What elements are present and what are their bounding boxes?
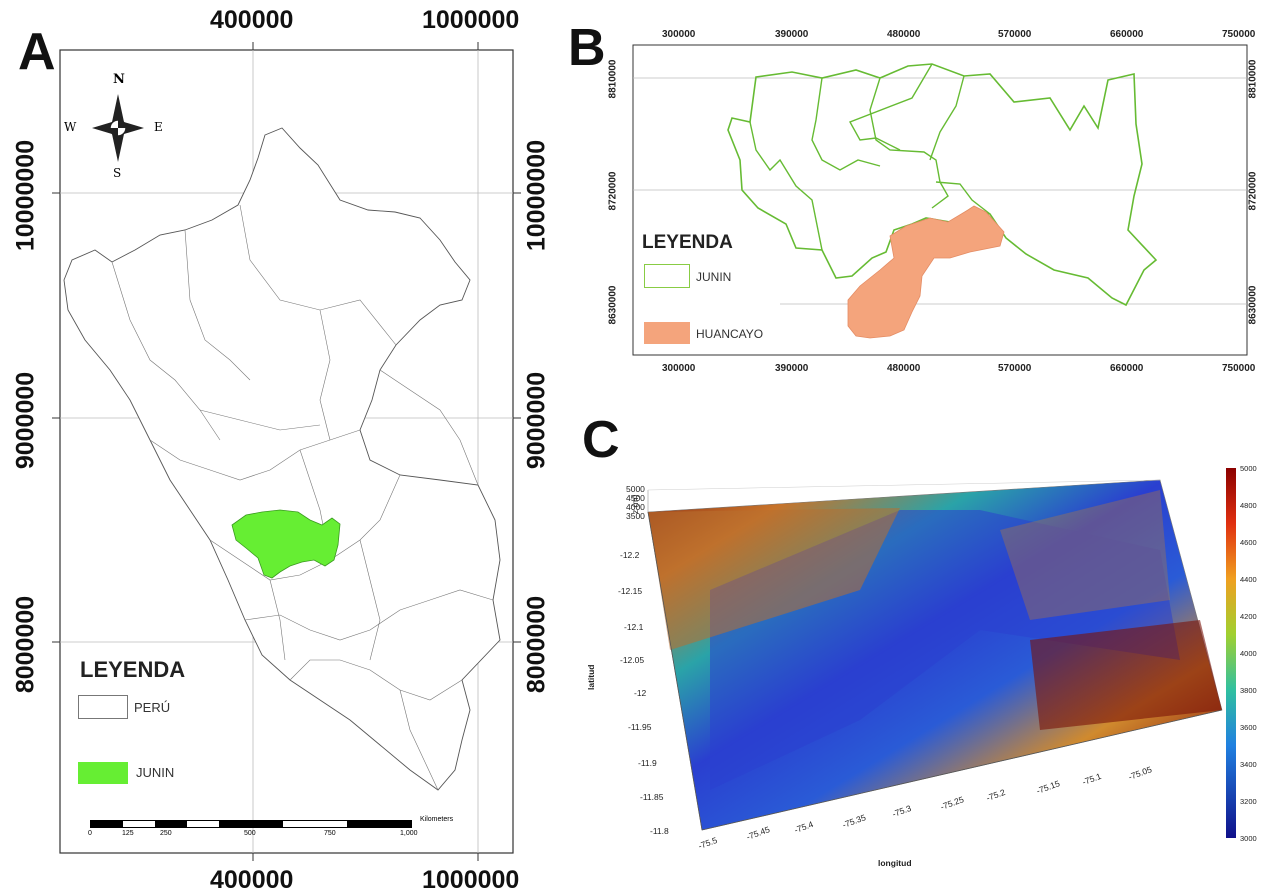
panel-b-bottom-tick-4: 570000 [998, 363, 1032, 374]
lat-tick-8: -11.85 [640, 792, 664, 802]
junin-map [632, 44, 1248, 356]
junin-outline [727, 63, 1158, 307]
panel-b-legend-title: LEYENDA [642, 232, 733, 253]
cbar-tick-4800: 4800 [1240, 501, 1257, 510]
panel-b-top-tick-3: 480000 [887, 29, 921, 40]
panel-a-legend-swatch-peru [78, 695, 128, 719]
cbar-tick-5000: 5000 [1240, 464, 1257, 473]
panel-b-legend-swatch-huancayo [644, 322, 690, 344]
scale-label-750: 750 [324, 830, 336, 837]
huancayo-region [847, 205, 1005, 339]
panel-c: C [560, 400, 1271, 895]
compass-s: S [113, 166, 122, 180]
panel-b-bottom-tick-6: 750000 [1222, 363, 1256, 374]
panel-a-bottom-tick-2: 1000000 [422, 866, 520, 894]
compass-n: N [113, 72, 125, 87]
lat-tick-9: -11.8 [650, 826, 669, 836]
panel-b-bottom-tick-2: 390000 [775, 363, 809, 374]
lat-tick-2: -12.15 [618, 586, 643, 596]
compass-e: E [154, 120, 163, 134]
lat-tick-1: -12.2 [620, 550, 640, 560]
cbar-tick-4200: 4200 [1240, 612, 1257, 621]
cbar-tick-4000: 4000 [1240, 649, 1257, 658]
cbar-tick-4600: 4600 [1240, 538, 1257, 547]
junin-region [231, 509, 341, 579]
panel-b-legend-label-junin: JUNIN [696, 270, 732, 284]
panel-b-right-tick-2: 8720000 [1247, 171, 1259, 211]
panel-b-legend-label-huancayo: HUANCAYO [696, 327, 764, 341]
panel-a-legend-label-peru: PERÚ [134, 700, 171, 715]
lat-axis-label: latitud [586, 664, 596, 691]
z-tick-1: 5000 [626, 484, 645, 494]
panel-b-bottom-tick-5: 660000 [1110, 363, 1144, 374]
z-tick-2: 4500 [626, 493, 645, 503]
panel-a: A 400000 1000000 400000 1000000 10000000… [0, 0, 551, 895]
scale-label-500: 500 [244, 830, 256, 837]
cbar-tick-3600: 3600 [1240, 723, 1257, 732]
panel-a-bottom-tick-1: 400000 [210, 866, 294, 894]
panel-b-right-tick-3: 8630000 [1247, 285, 1259, 325]
scale-label-250: 250 [160, 830, 172, 837]
scale-label-125: 125 [122, 830, 134, 837]
panel-a-legend-swatch-junin [78, 762, 128, 784]
compass-rose: N S W E [64, 72, 163, 182]
panel-a-top-tick-1: 400000 [210, 6, 294, 34]
panel-b-legend-swatch-junin [644, 264, 690, 288]
lat-tick-6: -11.95 [628, 722, 652, 732]
peru-map [52, 42, 521, 861]
panel-b-right-tick-1: 8810000 [1247, 59, 1259, 99]
panel-c-letter: C [582, 411, 620, 469]
panel-a-letter: A [18, 23, 56, 81]
panel-b: B 300000 390000 480000 570000 660000 750… [560, 0, 1271, 390]
lat-tick-5: -12 [634, 688, 647, 698]
lat-tick-7: -11.9 [638, 758, 657, 768]
scale-bar [90, 820, 412, 828]
lat-tick-3: -12.1 [624, 622, 644, 632]
panel-a-legend-title: LEYENDA [80, 657, 186, 682]
peru-outline [63, 127, 501, 791]
panel-b-bottom-tick-1: 300000 [662, 363, 696, 374]
lat-tick-4: -12.05 [620, 655, 645, 665]
dem-3d-surface [647, 468, 1236, 838]
panel-b-top-tick-1: 300000 [662, 29, 696, 40]
cbar-tick-3000: 3000 [1240, 834, 1257, 843]
panel-a-top-tick-2: 1000000 [422, 6, 520, 34]
scale-label-0: 0 [88, 830, 92, 837]
panel-a-legend-label-junin: JUNIN [136, 765, 175, 780]
panel-b-top-tick-5: 660000 [1110, 29, 1144, 40]
panel-b-bottom-tick-3: 480000 [887, 363, 921, 374]
lon-axis-label: longitud [878, 858, 912, 868]
panel-b-top-tick-6: 750000 [1222, 29, 1256, 40]
panel-b-top-tick-2: 390000 [775, 29, 809, 40]
z-tick-4: 3500 [626, 511, 645, 521]
compass-w: W [64, 120, 77, 134]
scale-unit: Kilometers [420, 816, 454, 823]
compass-icon [92, 94, 144, 162]
scale-label-1000: 1,000 [400, 830, 418, 837]
panel-b-top-tick-4: 570000 [998, 29, 1032, 40]
panel-b-left-tick-2: 8720000 [607, 171, 619, 211]
panel-b-left-tick-3: 8630000 [607, 285, 619, 325]
cbar-tick-3200: 3200 [1240, 797, 1257, 806]
cbar-tick-3800: 3800 [1240, 686, 1257, 695]
panel-b-left-tick-1: 8810000 [607, 59, 619, 99]
cbar-tick-3400: 3400 [1240, 760, 1257, 769]
panel-b-letter: B [568, 19, 606, 77]
z-tick-3: 4000 [626, 502, 645, 512]
cbar-tick-4400: 4400 [1240, 575, 1257, 584]
